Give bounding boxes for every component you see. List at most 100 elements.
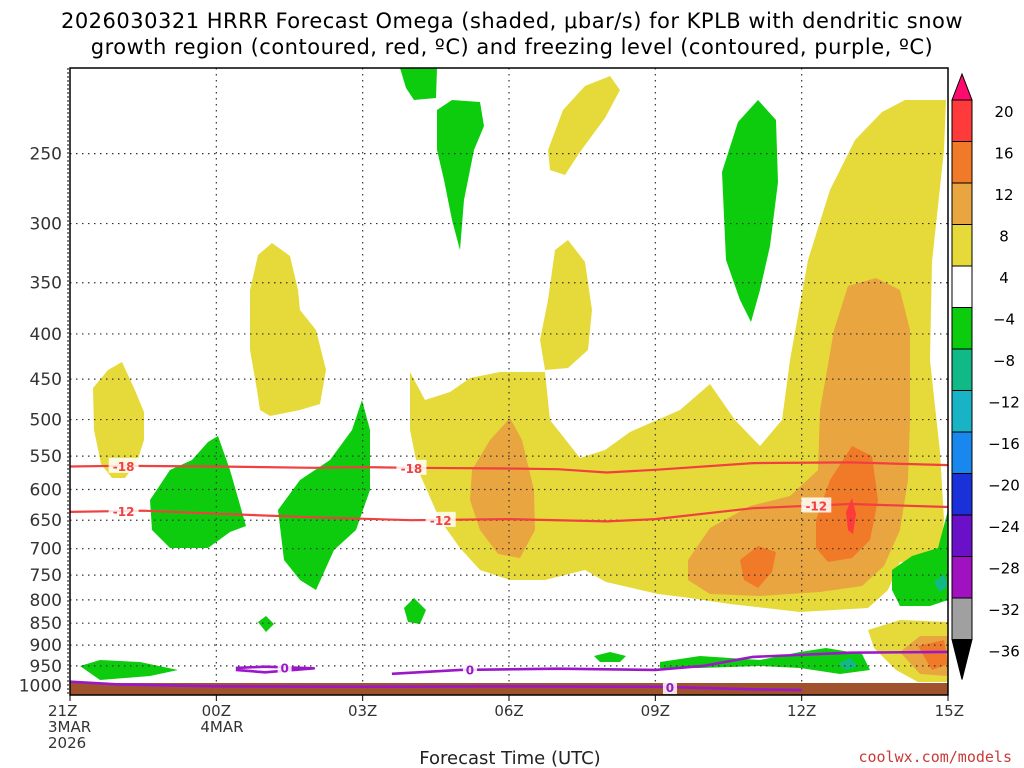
omega-green-region — [80, 660, 178, 680]
y-tick-label: 550 — [30, 447, 62, 467]
omega-green-region — [594, 652, 626, 662]
omega-yellow-region — [250, 243, 326, 416]
contour-label-bg — [462, 661, 477, 677]
colorbar-segment — [951, 390, 973, 433]
omega-red-region — [846, 498, 856, 534]
contour-label: -12 — [113, 505, 135, 519]
colorbar: 20 16 12 8 4 −4 −8 −12 −16 −20 −24 −28 −32 −36 — [951, 72, 1020, 680]
contour-label-bg — [425, 511, 456, 527]
x-tick-label: 21Z — [48, 702, 77, 720]
y-tick-label: 1000 — [19, 677, 62, 697]
omega-green-region — [278, 400, 370, 590]
colorbar-segment — [951, 597, 973, 640]
y-tick-label: 950 — [30, 657, 62, 677]
colorbar-label: −4 — [993, 311, 1015, 329]
omega-dark-orange-region — [740, 546, 776, 588]
x-tick-label: 12Z — [787, 702, 816, 720]
y-tick-label: 450 — [30, 370, 62, 390]
contour-line — [69, 680, 802, 692]
y-tick-label: 250 — [30, 145, 62, 165]
colorbar-label: 20 — [994, 103, 1013, 121]
colorbar-segment — [951, 141, 973, 184]
colorbar-segment — [951, 307, 973, 350]
omega-orange-region — [470, 418, 535, 558]
credit-text: coolwx.com/models — [858, 748, 1012, 766]
omega-green-region — [150, 436, 246, 548]
contour-line — [69, 502, 949, 523]
x-tick-label: 3MAR — [48, 718, 91, 736]
plot-area: -18 -18 -12 -12 -12 0 0 0 — [67, 67, 949, 696]
colorbar-label: −8 — [993, 352, 1015, 370]
x-axis-label: Forecast Time (UTC) — [419, 748, 600, 768]
omega-dark-orange-region — [918, 640, 948, 670]
contour-label-bg — [662, 679, 677, 695]
contour-label-bg — [801, 497, 832, 513]
contour-label: -12 — [430, 514, 452, 528]
omega-teal-region — [838, 658, 858, 670]
y-tick-label: 600 — [30, 481, 62, 501]
x-tick-label: 06Z — [494, 702, 523, 720]
x-tick-label: 09Z — [641, 702, 670, 720]
colorbar-segment — [951, 265, 973, 308]
colorbar-top-arrow — [951, 72, 973, 101]
colorbar-segment — [951, 514, 973, 557]
y-tick-label: 650 — [30, 511, 62, 531]
omega-yellow-region — [540, 240, 592, 370]
contour-line — [69, 461, 949, 474]
x-tick-label: 03Z — [348, 702, 377, 720]
chart-title-line2: growth region (contoured, red, ºC) and f… — [91, 35, 934, 59]
contour-label: -18 — [113, 460, 135, 474]
contour-label: 0 — [466, 664, 474, 678]
contour-line — [235, 665, 316, 674]
omega-green-region — [437, 100, 484, 250]
contour-label: 0 — [280, 661, 288, 675]
grid-lines — [70, 68, 948, 695]
omega-yellow-region — [548, 76, 620, 175]
omega-green-region — [404, 598, 426, 624]
colorbar-segment — [951, 348, 973, 391]
omega-green-regions — [80, 68, 948, 680]
colorbar-segment — [951, 473, 973, 516]
y-tick-label: 300 — [30, 215, 62, 235]
y-tick-label: 850 — [30, 614, 62, 634]
colorbar-label: −20 — [988, 477, 1020, 495]
contour-label: 0 — [666, 681, 674, 695]
colorbar-segment — [951, 431, 973, 474]
dendritic-growth-contours: -18 -18 -12 -12 -12 — [69, 457, 949, 528]
y-axis-ticks: 2503003504004505005506006507007508008509… — [19, 145, 62, 697]
x-tick-label: 00Z — [202, 702, 231, 720]
y-tick-label: 800 — [30, 591, 62, 611]
colorbar-bottom-arrow — [951, 639, 973, 680]
colorbar-segment — [951, 224, 973, 267]
y-tick-label: 750 — [30, 566, 62, 586]
contour-label-bg — [108, 457, 139, 473]
colorbar-label: −24 — [988, 518, 1020, 536]
colorbar-label: −16 — [988, 435, 1020, 453]
omega-green-region — [722, 100, 778, 322]
omega-teal-region — [934, 574, 948, 592]
colorbar-label: 16 — [994, 145, 1013, 163]
colorbar-segment — [951, 182, 973, 225]
contour-label-bg — [108, 502, 139, 518]
colorbar-label: −36 — [988, 643, 1020, 661]
y-tick-label: 900 — [30, 636, 62, 656]
omega-green-region — [258, 616, 274, 632]
omega-green-region — [400, 68, 437, 100]
colorbar-label: −32 — [988, 601, 1020, 619]
x-tick-label: 15Z — [935, 702, 964, 720]
y-tick-label: 350 — [30, 274, 62, 294]
y-tick-label: 700 — [30, 540, 62, 560]
colorbar-segment — [951, 99, 973, 142]
colorbar-label: 12 — [994, 186, 1013, 204]
colorbar-label: −28 — [988, 560, 1020, 578]
x-tick-label: 2026 — [48, 734, 86, 752]
contour-label: -12 — [805, 499, 827, 513]
colorbar-label: −12 — [988, 394, 1020, 412]
contour-label-bg — [277, 659, 292, 675]
colorbar-label: 8 — [999, 228, 1009, 246]
colorbar-label: 4 — [999, 269, 1009, 287]
chart-title-line1: 2026030321 HRRR Forecast Omega (shaded, … — [61, 9, 963, 33]
x-tick-label: 4MAR — [200, 718, 243, 736]
